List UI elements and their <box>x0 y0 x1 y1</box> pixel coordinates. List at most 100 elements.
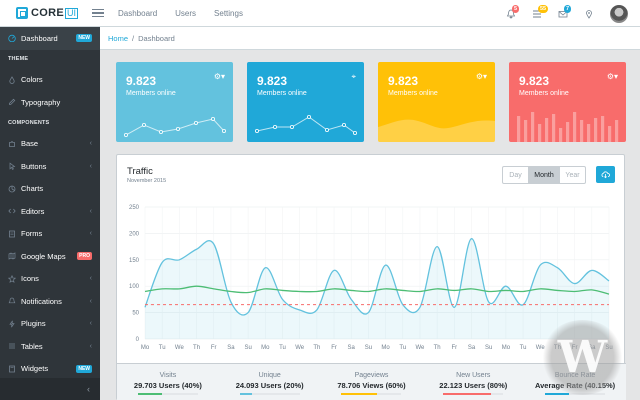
sparkline-bar <box>524 120 528 142</box>
breadcrumb-home-link[interactable]: Home <box>108 33 129 43</box>
card-sparkline <box>378 119 495 142</box>
location-icon[interactable]: ⌖ <box>351 72 356 81</box>
sparkline-point <box>222 129 227 134</box>
sparkline-bar <box>566 122 570 142</box>
notifications-button[interactable]: 5 <box>500 0 522 27</box>
sparkline-point <box>141 122 146 127</box>
sparkline-bar <box>615 120 619 142</box>
x-tick-label: Mo <box>381 345 390 351</box>
sidebar-item-editors[interactable]: Editors ‹ <box>0 200 100 223</box>
sidebar-item-base[interactable]: Base ‹ <box>0 133 100 156</box>
watermark-logo: W <box>540 320 625 395</box>
sparkline-bar <box>601 116 605 142</box>
stat-card: 9.823 Members online ⚙▾ <box>509 62 626 142</box>
y-tick-label: 50 <box>132 311 139 317</box>
sidebar-item-label: Dashboard <box>21 33 58 43</box>
messages-button[interactable]: 7 <box>552 0 574 27</box>
x-tick-label: Tu <box>279 345 286 351</box>
x-tick-label: Su <box>365 345 372 351</box>
bell-icon <box>8 297 16 305</box>
card-value: 9.823 <box>257 74 288 88</box>
user-avatar[interactable] <box>610 4 628 23</box>
sidebar-item-label: Widgets <box>21 364 49 374</box>
messages-count-badge: 7 <box>564 5 572 13</box>
sidebar-item-label: Charts <box>21 184 44 194</box>
sparkline-point <box>272 124 277 129</box>
card-label: Members online <box>126 90 176 97</box>
stat-label: Unique <box>258 372 281 379</box>
sidebar-item-label: Icons <box>21 274 39 284</box>
sidebar-item-label: Colors <box>21 75 43 85</box>
nav-link-users[interactable]: Users <box>175 8 197 18</box>
tasks-count-badge: 55 <box>538 5 549 13</box>
star-icon <box>8 274 16 283</box>
sparkline-point <box>159 130 164 135</box>
traffic-stats: Visits 29.703 Users (40%) Unique 24.093 Use… <box>117 363 626 400</box>
nav-link-dashboard[interactable]: Dashboard <box>118 8 158 18</box>
sidebar-item-google-maps[interactable]: Google Maps PRO <box>0 245 100 268</box>
download-button[interactable] <box>596 166 615 183</box>
period-month-button[interactable]: Month <box>528 167 560 183</box>
x-tick-label: Su <box>244 345 251 351</box>
x-tick-label: Mo <box>502 345 511 351</box>
energy-icon <box>8 320 16 328</box>
sidebar-item-plugins[interactable]: Plugins ‹ <box>0 313 100 336</box>
sidebar-item-label: Forms <box>21 229 43 239</box>
stat-value: 78.706 Views (60%) <box>337 381 406 390</box>
x-tick-label: Th <box>313 345 320 351</box>
nav-link-settings[interactable]: Settings <box>214 8 243 18</box>
sidebar-item-tables[interactable]: Tables ‹ <box>0 335 100 358</box>
sidebar-item-colors[interactable]: Colors <box>0 69 100 92</box>
card-label: Members online <box>388 90 438 97</box>
traffic-chart: 0 50 100 150 200 250 Mo Tu We Th Fr Sa Su Mo Tu We Th Fr S… <box>129 205 613 351</box>
gear-icon[interactable]: ⚙▾ <box>213 72 225 81</box>
sidebar-item-widgets[interactable]: Widgets NEW <box>0 358 100 381</box>
card-sparkline <box>517 112 619 142</box>
sparkline-path <box>256 116 356 134</box>
sidebar-item-label: Typography <box>21 97 61 107</box>
sparkline-path <box>125 118 225 136</box>
traffic-subtitle: November 2015 <box>127 178 167 184</box>
map-icon <box>8 252 16 260</box>
sidebar-item-label: Google Maps <box>21 251 66 261</box>
x-tick-label: We <box>416 345 426 351</box>
x-tick-label: Fr <box>211 345 217 351</box>
sidebar-item-notifications[interactable]: Notifications ‹ <box>0 290 100 313</box>
brand-ui-tag: UI <box>64 7 78 19</box>
calculator-icon <box>8 365 16 373</box>
drop-icon <box>8 76 16 84</box>
pencil-icon <box>8 98 16 106</box>
x-tick-label: Tu <box>399 345 406 351</box>
app-header: CORE UI Dashboard Users Settings 5 55 7 <box>0 0 640 27</box>
sidebar-item-label: Buttons <box>21 161 47 171</box>
sidebar-item-forms[interactable]: Forms ‹ <box>0 223 100 246</box>
sidebar-item-icons[interactable]: Icons ‹ <box>0 268 100 291</box>
x-tick-label: Fr <box>331 345 337 351</box>
sidebar-item-dashboard[interactable]: Dashboard NEW <box>0 27 100 50</box>
note-icon <box>8 230 16 238</box>
x-tick-label: Sa <box>348 345 356 351</box>
stat-card: 9.823 Members online ⚙▾ <box>378 62 495 142</box>
period-year-button[interactable]: Year <box>565 171 580 179</box>
gear-icon[interactable]: ⚙▾ <box>606 72 618 81</box>
sparkline-bar <box>573 112 577 142</box>
chevron-left-icon: ‹ <box>89 230 92 238</box>
stat-value: 29.703 Users (40%) <box>133 381 202 390</box>
sidebar-item-charts[interactable]: Charts <box>0 178 100 201</box>
gear-icon[interactable]: ⚙▾ <box>475 72 487 81</box>
brand-logo[interactable]: CORE UI <box>0 0 100 27</box>
tasks-button[interactable]: 55 <box>526 0 549 27</box>
code-icon <box>8 207 16 215</box>
sidebar-item-buttons[interactable]: Buttons ‹ <box>0 155 100 178</box>
sidebar-minimizer-button[interactable]: ‹ <box>0 378 100 400</box>
y-tick-label: 150 <box>129 258 140 264</box>
sidebar-item-label: Tables <box>21 341 43 351</box>
breadcrumb-separator: / <box>132 33 135 43</box>
location-button[interactable] <box>578 0 600 27</box>
period-day-button[interactable]: Day <box>509 171 522 179</box>
x-tick-label: Sa <box>468 345 476 351</box>
sparkline-bar <box>580 120 584 142</box>
sidebar-toggle-icon[interactable] <box>92 8 104 18</box>
sidebar-item-typography[interactable]: Typography <box>0 91 100 114</box>
x-tick-label: We <box>175 345 185 351</box>
